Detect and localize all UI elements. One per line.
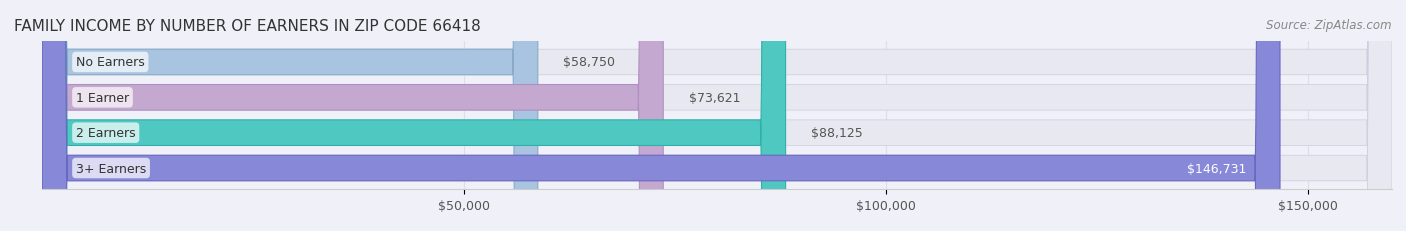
Text: $88,125: $88,125 — [811, 127, 863, 140]
Text: 3+ Earners: 3+ Earners — [76, 162, 146, 175]
FancyBboxPatch shape — [42, 0, 1279, 231]
Text: No Earners: No Earners — [76, 56, 145, 69]
FancyBboxPatch shape — [42, 0, 786, 231]
FancyBboxPatch shape — [42, 0, 664, 231]
Text: $73,621: $73,621 — [689, 91, 740, 104]
Text: $146,731: $146,731 — [1187, 162, 1246, 175]
FancyBboxPatch shape — [42, 0, 1392, 231]
Text: $58,750: $58,750 — [562, 56, 614, 69]
Text: 1 Earner: 1 Earner — [76, 91, 129, 104]
Text: 2 Earners: 2 Earners — [76, 127, 135, 140]
Text: Source: ZipAtlas.com: Source: ZipAtlas.com — [1267, 18, 1392, 31]
FancyBboxPatch shape — [42, 0, 1392, 231]
Text: FAMILY INCOME BY NUMBER OF EARNERS IN ZIP CODE 66418: FAMILY INCOME BY NUMBER OF EARNERS IN ZI… — [14, 18, 481, 33]
FancyBboxPatch shape — [42, 0, 1392, 231]
FancyBboxPatch shape — [42, 0, 538, 231]
FancyBboxPatch shape — [42, 0, 1392, 231]
